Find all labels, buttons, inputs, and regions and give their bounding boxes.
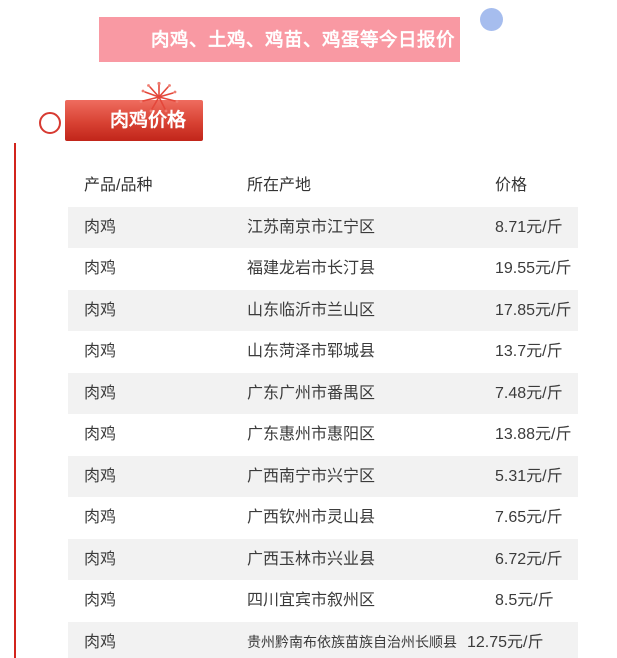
ring-decor [39, 112, 61, 134]
table-row: 肉鸡 广东广州市番禺区 7.48元/斤 [68, 372, 578, 414]
origin-cell: 广西钦州市灵山县 [247, 509, 376, 526]
table-row: 肉鸡 广东惠州市惠阳区 13.88元/斤 [68, 414, 578, 456]
price-cell: 13.88元/斤 [495, 426, 572, 443]
product-cell: 肉鸡 [84, 384, 117, 402]
section-badge: 肉鸡价格 [65, 100, 203, 141]
price-table: 产品/品种 所在产地 价格 肉鸡 江苏南京市江宁区 8.71元/斤 肉鸡 福建龙… [68, 165, 578, 658]
blue-dot-decor [480, 8, 503, 31]
page-title-banner: 肉鸡、土鸡、鸡苗、鸡蛋等今日报价 [99, 17, 460, 62]
product-cell: 肉鸡 [84, 550, 117, 568]
product-cell: 肉鸡 [84, 592, 117, 609]
price-cell: 19.55元/斤 [495, 260, 572, 277]
header-product: 产品/品种 [84, 177, 153, 194]
origin-cell: 广东广州市番禺区 [247, 384, 376, 402]
price-cell: 8.5元/斤 [495, 592, 554, 609]
left-rule-divider [14, 143, 16, 658]
table-header-row: 产品/品种 所在产地 价格 [68, 165, 578, 207]
origin-cell: 广西南宁市兴宁区 [247, 467, 376, 485]
price-cell: 13.7元/斤 [495, 343, 563, 360]
origin-cell: 广西玉林市兴业县 [247, 550, 376, 568]
price-cell: 8.71元/斤 [495, 218, 563, 236]
product-cell: 肉鸡 [84, 218, 117, 236]
product-cell: 肉鸡 [84, 467, 117, 485]
table-row: 肉鸡 贵州黔南布依族苗族自治州长顺县 12.75元/斤 [68, 621, 578, 658]
table-row: 肉鸡 山东菏泽市郓城县 13.7元/斤 [68, 331, 578, 373]
product-cell: 肉鸡 [84, 633, 117, 651]
table-row: 肉鸡 山东临沂市兰山区 17.85元/斤 [68, 289, 578, 331]
product-cell: 肉鸡 [84, 301, 117, 319]
product-cell: 肉鸡 [84, 260, 117, 277]
table-row: 肉鸡 四川宜宾市叙州区 8.5元/斤 [68, 580, 578, 622]
price-cell: 7.48元/斤 [495, 384, 563, 402]
origin-cell: 福建龙岩市长汀县 [247, 260, 376, 277]
firework-icon [139, 81, 179, 113]
table-row: 肉鸡 广西南宁市兴宁区 5.31元/斤 [68, 455, 578, 497]
origin-cell: 江苏南京市江宁区 [247, 218, 376, 236]
product-cell: 肉鸡 [84, 426, 117, 443]
product-cell: 肉鸡 [84, 343, 117, 360]
price-cell: 5.31元/斤 [495, 467, 563, 485]
price-cell: 12.75元/斤 [467, 633, 544, 651]
origin-cell: 广东惠州市惠阳区 [247, 426, 376, 443]
product-cell: 肉鸡 [84, 509, 117, 526]
header-price: 价格 [495, 177, 528, 194]
price-cell: 6.72元/斤 [495, 550, 563, 568]
origin-cell: 山东菏泽市郓城县 [247, 343, 376, 360]
origin-cell: 贵州黔南布依族苗族自治州长顺县 [247, 633, 457, 650]
price-cell: 17.85元/斤 [495, 301, 572, 319]
table-row: 肉鸡 广西玉林市兴业县 6.72元/斤 [68, 538, 578, 580]
origin-cell: 山东临沂市兰山区 [247, 301, 376, 319]
header-origin: 所在产地 [247, 177, 312, 194]
table-row: 肉鸡 广西钦州市灵山县 7.65元/斤 [68, 497, 578, 539]
table-row: 肉鸡 江苏南京市江宁区 8.71元/斤 [68, 206, 578, 248]
price-cell: 7.65元/斤 [495, 509, 563, 526]
origin-cell: 四川宜宾市叙州区 [247, 592, 376, 609]
table-row: 肉鸡 福建龙岩市长汀县 19.55元/斤 [68, 248, 578, 290]
